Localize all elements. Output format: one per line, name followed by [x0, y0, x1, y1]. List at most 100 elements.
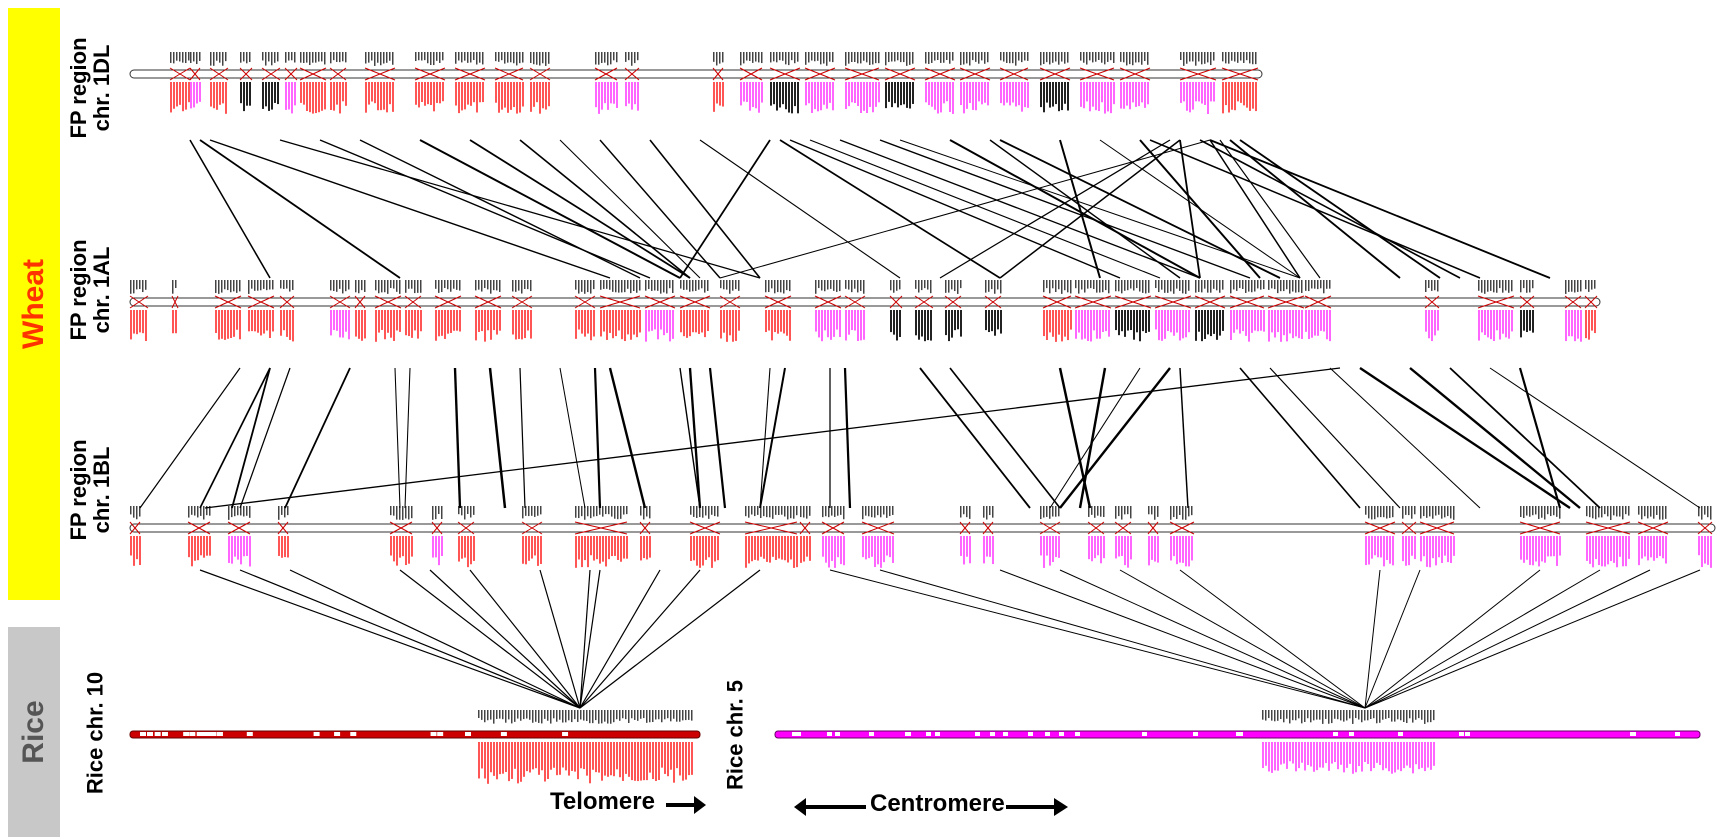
synteny-link — [284, 367, 351, 509]
marker-name — [191, 506, 193, 515]
marker-label — [1544, 536, 1546, 563]
marker-name — [1305, 280, 1307, 291]
marker-label — [1382, 742, 1384, 771]
marker-name — [230, 280, 232, 293]
marker-name — [960, 506, 962, 518]
marker-name — [1311, 280, 1313, 289]
marker-name — [1538, 506, 1540, 519]
marker-name — [1182, 506, 1184, 520]
marker-cross — [1114, 295, 1152, 309]
marker-name — [975, 52, 977, 62]
synteny-link — [719, 139, 1211, 279]
marker-name — [783, 280, 785, 294]
marker-name — [1402, 506, 1404, 519]
marker-label — [1127, 310, 1129, 331]
marker-label — [380, 82, 382, 111]
marker-label — [1434, 310, 1436, 336]
marker-label — [1118, 536, 1120, 557]
marker-label — [1219, 310, 1221, 336]
marker-name — [281, 506, 283, 515]
marker-name — [1450, 506, 1452, 519]
marker-name — [339, 52, 341, 63]
marker-name — [510, 52, 512, 63]
marker-label — [778, 536, 780, 559]
marker-label — [775, 536, 777, 561]
marker-label — [1130, 310, 1132, 331]
marker-cross — [999, 67, 1029, 81]
marker-label — [479, 82, 481, 103]
synteny-link — [1364, 569, 1701, 709]
marker-name — [553, 710, 555, 719]
marker-label — [666, 310, 668, 333]
marker-cross — [209, 67, 229, 81]
marker-name — [646, 506, 648, 517]
marker-name — [1444, 506, 1446, 518]
marker-label — [1170, 310, 1172, 333]
marker-name — [787, 506, 789, 520]
marker-name — [1386, 506, 1388, 519]
marker-label — [896, 310, 898, 341]
marker-name — [517, 710, 519, 719]
marker-name — [1142, 280, 1144, 293]
marker-name — [651, 280, 653, 291]
marker-label — [784, 536, 786, 561]
marker-label — [1216, 310, 1218, 340]
marker-label — [1402, 536, 1404, 562]
marker-label — [628, 742, 630, 777]
marker-name — [1107, 52, 1109, 62]
marker-name — [963, 506, 965, 515]
synteny-link — [1209, 139, 1301, 279]
marker-label — [660, 310, 662, 330]
marker-label — [1571, 310, 1573, 337]
marker-name — [1115, 280, 1117, 292]
marker-label — [1012, 82, 1014, 103]
marker-label — [565, 742, 567, 771]
synteny-link — [1149, 139, 1481, 279]
marker-name — [274, 52, 276, 63]
marker-label — [1577, 310, 1579, 339]
marker-name — [339, 280, 341, 289]
marker-label — [1157, 536, 1159, 563]
marker-label — [342, 310, 344, 338]
marker-name — [607, 710, 609, 724]
marker-label — [1092, 82, 1094, 107]
marker-name — [490, 710, 492, 720]
marker-label — [1239, 310, 1241, 334]
marker-label — [213, 82, 215, 109]
marker-label — [1121, 310, 1123, 332]
marker-label — [877, 536, 879, 565]
marker-name — [851, 280, 853, 293]
marker-name — [1437, 280, 1439, 292]
marker-name — [246, 506, 248, 516]
marker-label — [1707, 536, 1709, 565]
marker-name — [526, 710, 528, 719]
marker-name — [1397, 710, 1399, 720]
marker-name — [133, 280, 135, 294]
marker-label — [608, 536, 610, 560]
marker-label — [1024, 82, 1026, 108]
marker-cross — [454, 67, 486, 81]
marker-name — [930, 280, 932, 294]
marker-name — [550, 710, 552, 724]
marker-name — [928, 52, 930, 64]
synteny-link — [359, 139, 641, 279]
marker-label — [1213, 82, 1215, 102]
synteny-link — [599, 139, 721, 279]
marker-label — [987, 82, 989, 106]
marker-label — [1093, 310, 1095, 331]
marker-name — [1141, 52, 1143, 65]
marker-name — [1314, 280, 1316, 289]
marker-label — [1331, 742, 1333, 764]
marker-label — [481, 742, 483, 769]
marker-name — [453, 280, 455, 289]
marker-cross — [1637, 521, 1669, 535]
marker-label — [515, 310, 517, 340]
synteny-link — [199, 139, 401, 279]
marker-label — [989, 536, 991, 557]
marker-name — [1179, 506, 1181, 515]
marker-label — [1207, 82, 1209, 114]
marker-name — [528, 506, 530, 517]
marker-label — [889, 536, 891, 558]
marker-label — [1142, 310, 1144, 332]
marker-label — [172, 310, 174, 334]
